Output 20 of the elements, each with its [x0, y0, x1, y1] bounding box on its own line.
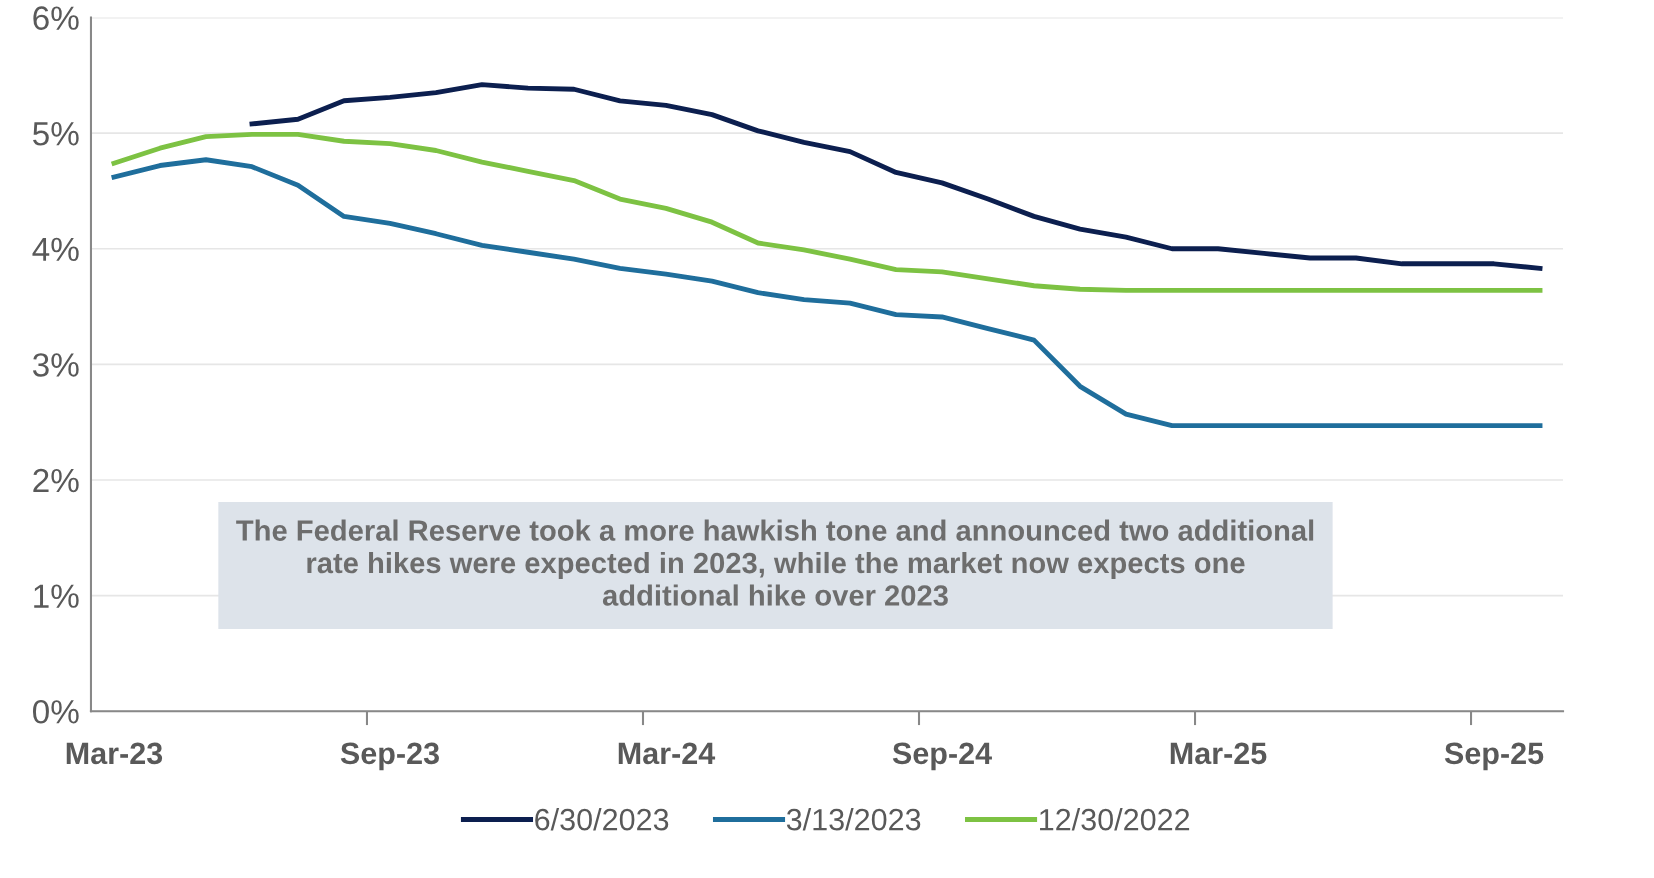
legend-label: 3/13/2023	[786, 808, 921, 831]
y-tick-label: 4%	[32, 237, 79, 262]
x-tick-label: Sep-23	[340, 742, 439, 771]
y-tick-label: 2%	[33, 468, 79, 493]
y-tick-label: 3%	[32, 353, 79, 377]
x-tick-label: Sep-24	[892, 742, 992, 771]
line-series	[111, 131, 1543, 293]
legend-label: 12/30/2022	[1040, 808, 1190, 831]
x-tick-label: Mar-25	[1170, 742, 1267, 765]
x-tick-label: Sep-25	[1444, 742, 1544, 771]
x-tick-label: Mar-24	[618, 742, 716, 765]
x-tick-label: Mar-23	[66, 742, 163, 765]
annotation: The Federal Reserve took a more hawkish tone and announced two additional rate hikes were expected in 2023, while the market now expects one additional hike over 2023	[236, 519, 1314, 606]
y-tick-label: 6%	[33, 6, 79, 30]
y-tick-label: 5%	[33, 122, 79, 146]
legend-label: 6/30/2023	[535, 808, 669, 831]
y-tick-label: 1%	[34, 584, 79, 608]
y-tick-label: 0%	[32, 699, 79, 724]
line-series	[249, 82, 1543, 271]
line-series	[111, 157, 1543, 429]
